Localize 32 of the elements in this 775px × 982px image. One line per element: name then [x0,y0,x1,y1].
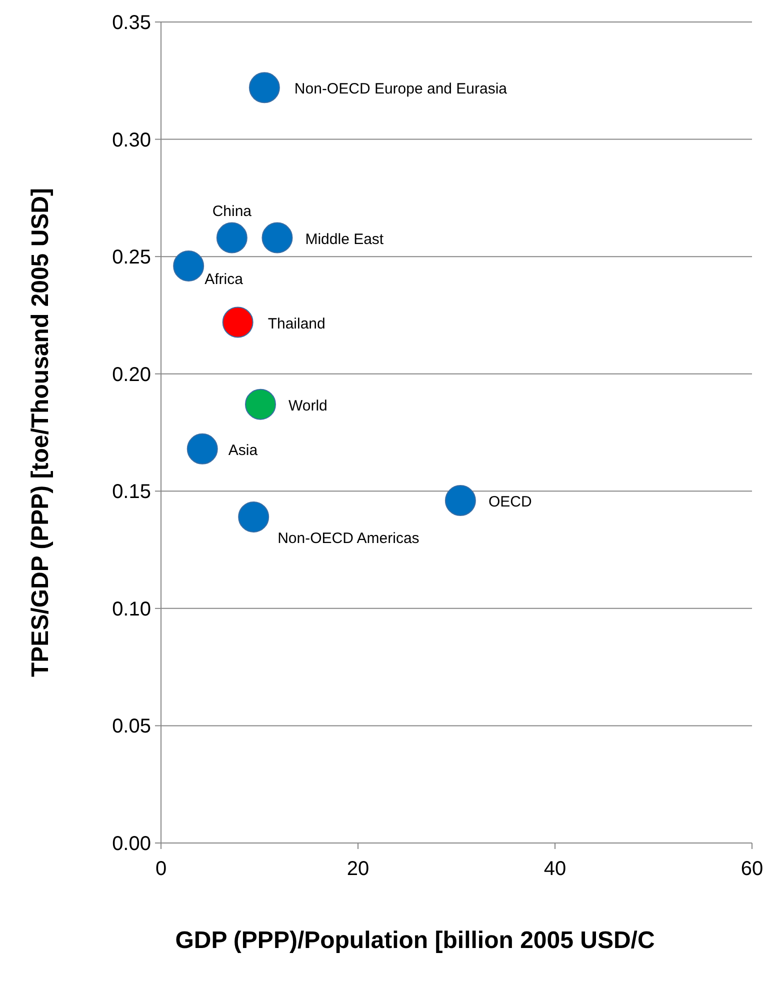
y-tick-label: 0.30 [112,129,151,152]
point [262,222,293,254]
y-tick-label: 0.25 [112,246,151,269]
annotation: Middle East [305,230,384,248]
point [222,306,254,338]
point [244,388,276,420]
x-axis-title: GDP (PPP)/Population [billion 2005 USD/C [175,927,655,954]
point [186,433,218,464]
x-tick-label: 20 [346,858,370,880]
annotation: China [212,202,252,220]
annotation: World [288,397,328,414]
point [248,72,280,104]
annotation: Non-OECD Americas [278,530,420,547]
annotation: OECD [488,494,532,511]
y-tick-label: 0.10 [112,598,151,620]
annotation: Non-OECD Europe and Eurasia [294,80,508,98]
point [216,222,248,254]
x-tick-label: 60 [740,858,764,880]
annotation: Thailand [268,315,326,332]
point [238,501,270,532]
y-tick-label: 0.20 [112,364,151,386]
x-tick-label: 40 [544,858,566,880]
x-tick-label: 0 [155,858,167,880]
y-axis-title: TPES/GDP (PPP) [toe/Thousand 2005 USD] [27,188,54,677]
y-tick-label: 0.05 [112,716,151,738]
annotation: Africa [204,270,244,288]
point [444,485,476,516]
y-tick-label: 0.35 [112,12,151,34]
annotation: Asia [228,442,258,459]
y-tick-label: 0.15 [112,481,151,504]
y-tick-label: 0.00 [112,833,151,855]
point [173,250,204,282]
